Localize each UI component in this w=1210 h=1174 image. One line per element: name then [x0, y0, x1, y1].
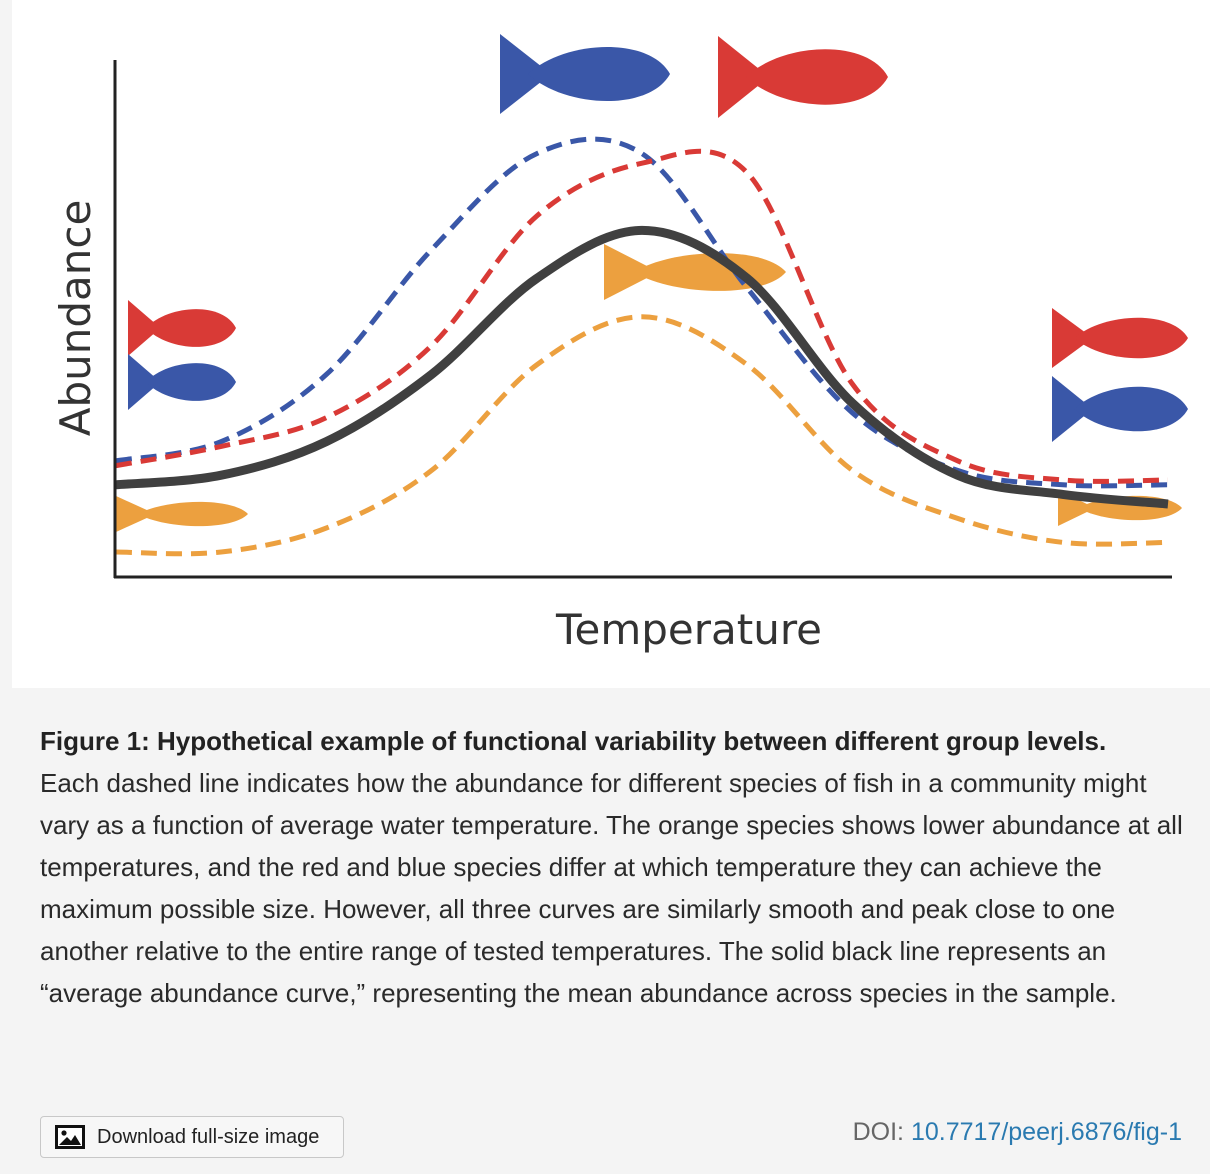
caption-body: Each dashed line indicates how the abund… [40, 768, 1183, 1008]
series-line-blue [115, 136, 1169, 489]
series-line-average [115, 225, 1169, 509]
doi-prefix: DOI: [852, 1118, 911, 1146]
x-axis-label: Temperature [555, 605, 822, 654]
figure-panel: Abundance Temperature [12, 0, 1210, 688]
fish-red-icon [718, 36, 888, 118]
caption-title: Figure 1: Hypothetical example of functi… [40, 726, 1107, 756]
doi: DOI: 10.7717/peerj.6876/fig-1 [853, 1118, 1182, 1147]
fish-red-icon [128, 300, 236, 356]
fish-blue-icon [1052, 376, 1188, 442]
figure-caption: Figure 1: Hypothetical example of functi… [40, 720, 1190, 1014]
series-line-orange [115, 314, 1169, 557]
download-full-size-button[interactable]: Download full-size image [40, 1116, 344, 1158]
image-icon [55, 1125, 85, 1149]
doi-link[interactable]: 10.7717/peerj.6876/fig-1 [910, 1118, 1182, 1146]
figure-chart: Abundance Temperature [51, 34, 1188, 654]
download-label: Download full-size image [97, 1125, 320, 1148]
fish-orange-icon [116, 496, 248, 532]
y-axis-label: Abundance [51, 200, 100, 437]
fish-blue-icon [500, 34, 670, 114]
series-line-red [115, 148, 1169, 484]
fish-blue-icon [128, 354, 236, 410]
fish-red-icon [1052, 308, 1188, 368]
curves [115, 136, 1169, 557]
